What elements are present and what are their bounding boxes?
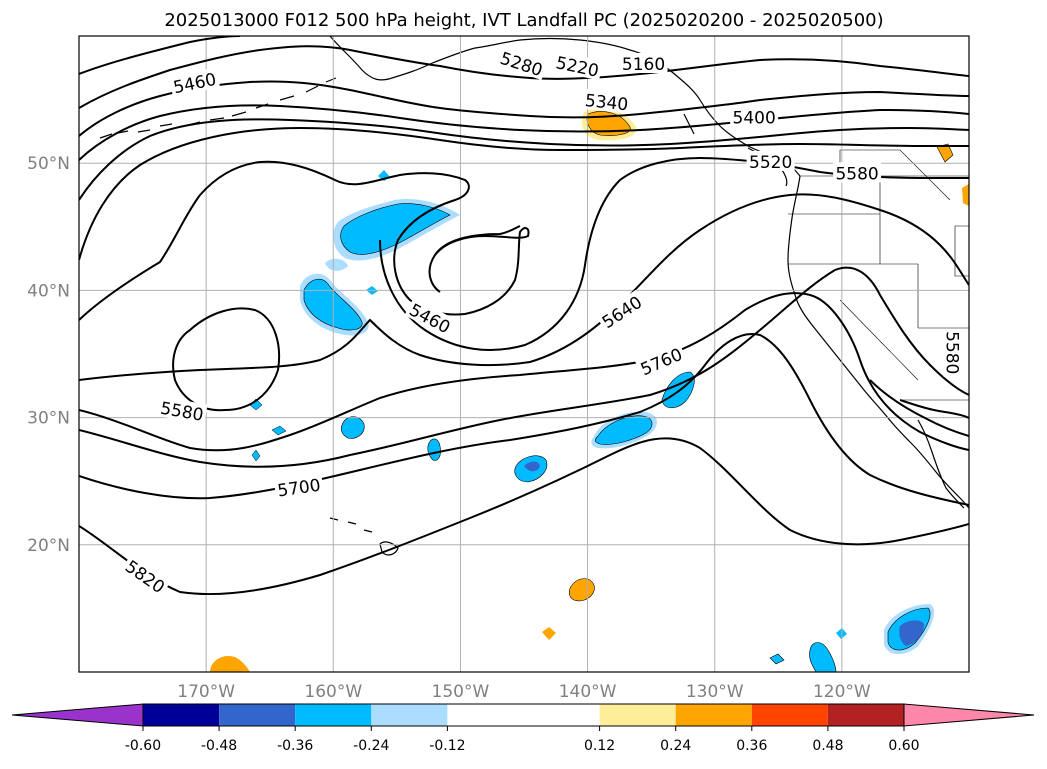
map-frame <box>78 35 970 673</box>
height-contour <box>79 437 969 595</box>
contour-label: 5580 <box>833 162 882 184</box>
colorbar-tick-label: 0.36 <box>736 738 767 754</box>
us-west-coast <box>787 175 969 509</box>
height-contour <box>79 333 969 506</box>
lon-tick-label: 170°W <box>177 682 235 702</box>
lat-tick-label: 40°N <box>27 281 70 301</box>
contour-label: 5160 <box>619 52 668 75</box>
contour-label-background <box>168 67 221 97</box>
contour-label-text: 5580 <box>941 331 961 374</box>
lon-tick-label: 150°W <box>432 682 490 702</box>
colorbar-segment <box>371 704 448 726</box>
state-border <box>788 149 969 381</box>
height-contour <box>79 126 969 261</box>
colorbar: -0.60 -0.48 -0.36 -0.24 -0.12 0.12 0.24 0.36 0.4… <box>11 703 1035 754</box>
ivt-negative-area <box>340 416 365 439</box>
colorbar-segment <box>827 704 904 726</box>
contour-label-text: 5400 <box>732 108 775 128</box>
colorbar-under-arrow <box>11 703 144 727</box>
height-contour <box>434 225 521 256</box>
height-contour <box>79 104 969 161</box>
lon-tick-label: 130°W <box>686 682 744 702</box>
colorbar-segment <box>143 704 220 726</box>
contour-label: 5400 <box>730 106 779 128</box>
colorbar-segment <box>675 704 752 726</box>
height-contour <box>79 292 969 452</box>
colorbar-over-arrow <box>903 703 1035 727</box>
ivt-positive-area <box>542 627 556 640</box>
contour-label-text: 5340 <box>584 91 629 115</box>
ivt-negative-area <box>769 653 785 665</box>
height-contour <box>899 399 969 419</box>
ivt-negative-area <box>271 425 287 436</box>
lat-tick-label: 20°N <box>27 536 70 556</box>
contour-label-text: 5520 <box>749 153 792 173</box>
contour-label-background <box>552 50 604 81</box>
colorbar-tick-label: 0.60 <box>888 738 919 754</box>
colorbar-segment <box>751 704 828 726</box>
contour-label: 5340 <box>581 88 632 115</box>
chart-title: 2025013000 F012 500 hPa height, IVT Land… <box>164 10 883 31</box>
contour-label-background <box>595 289 647 333</box>
contour-label-text: 5160 <box>622 55 665 75</box>
colorbar-tick-label: -0.24 <box>353 738 389 754</box>
contour-label-background <box>746 150 795 171</box>
colorbar-tick-label: -0.12 <box>429 738 465 754</box>
contour-label-text: 5580 <box>835 164 878 184</box>
ivt-positive-area <box>568 578 595 602</box>
ivt-negative-area <box>809 642 837 672</box>
height-contour <box>869 379 969 437</box>
colorbar-tick-label: -0.36 <box>277 738 313 754</box>
ivt-negative-area <box>340 203 451 255</box>
height-contour <box>79 45 969 109</box>
colorbar-tick-label: -0.48 <box>201 738 237 754</box>
contour-label-background <box>634 342 687 380</box>
contour-label-background <box>273 473 324 500</box>
height-contour <box>79 36 241 75</box>
height-contour <box>79 160 530 321</box>
height-contour-closed <box>172 307 281 412</box>
colorbar-tick-label: 0.48 <box>812 738 843 754</box>
ivt-positive-area <box>962 184 969 206</box>
height-contours <box>79 36 969 595</box>
ivt-negative-area <box>325 258 348 271</box>
lon-tick-label: 140°W <box>559 682 617 702</box>
contour-label-background <box>619 52 668 73</box>
colorbar-tick-label: -0.60 <box>125 738 161 754</box>
ivt-negative-area <box>899 620 924 646</box>
colorbar-segment <box>295 704 372 726</box>
colorbar-segment <box>599 704 676 726</box>
contour-label-background <box>120 553 172 598</box>
ivt-positive-area <box>210 655 250 672</box>
contour-label-background <box>404 297 457 338</box>
contour-label-background <box>495 46 548 80</box>
ivt-negative-area <box>524 461 540 472</box>
colorbar-segment <box>447 704 600 726</box>
lon-tick-label: 120°W <box>813 682 871 702</box>
contour-label-background <box>156 396 208 425</box>
contour-label-background <box>833 162 882 183</box>
lat-tick-label: 50°N <box>27 154 70 174</box>
lat-tick-label: 30°N <box>27 409 70 429</box>
contour-label: 5520 <box>746 150 795 173</box>
colorbar-tick-label: 0.24 <box>660 738 691 754</box>
height-contour <box>79 118 969 201</box>
colorbar-tick-label: 0.12 <box>584 738 615 754</box>
lon-tick-labels: 170°W 160°W 150°W 140°W 130°W 120°W <box>177 682 871 702</box>
colorbar-frame <box>142 703 905 727</box>
contour-label-background <box>581 88 632 114</box>
contour-label: 5580 <box>941 328 964 377</box>
lon-tick-label: 160°W <box>304 682 362 702</box>
ivt-negative-area <box>251 449 261 462</box>
colorbar-segment <box>219 704 296 726</box>
contour-label-background <box>943 328 964 377</box>
contour-label-background <box>730 106 779 127</box>
borders <box>788 149 969 401</box>
hawaii-islands <box>329 517 399 556</box>
height-contour <box>79 266 969 468</box>
lat-tick-labels: 20°N 30°N 40°N 50°N <box>27 154 70 556</box>
